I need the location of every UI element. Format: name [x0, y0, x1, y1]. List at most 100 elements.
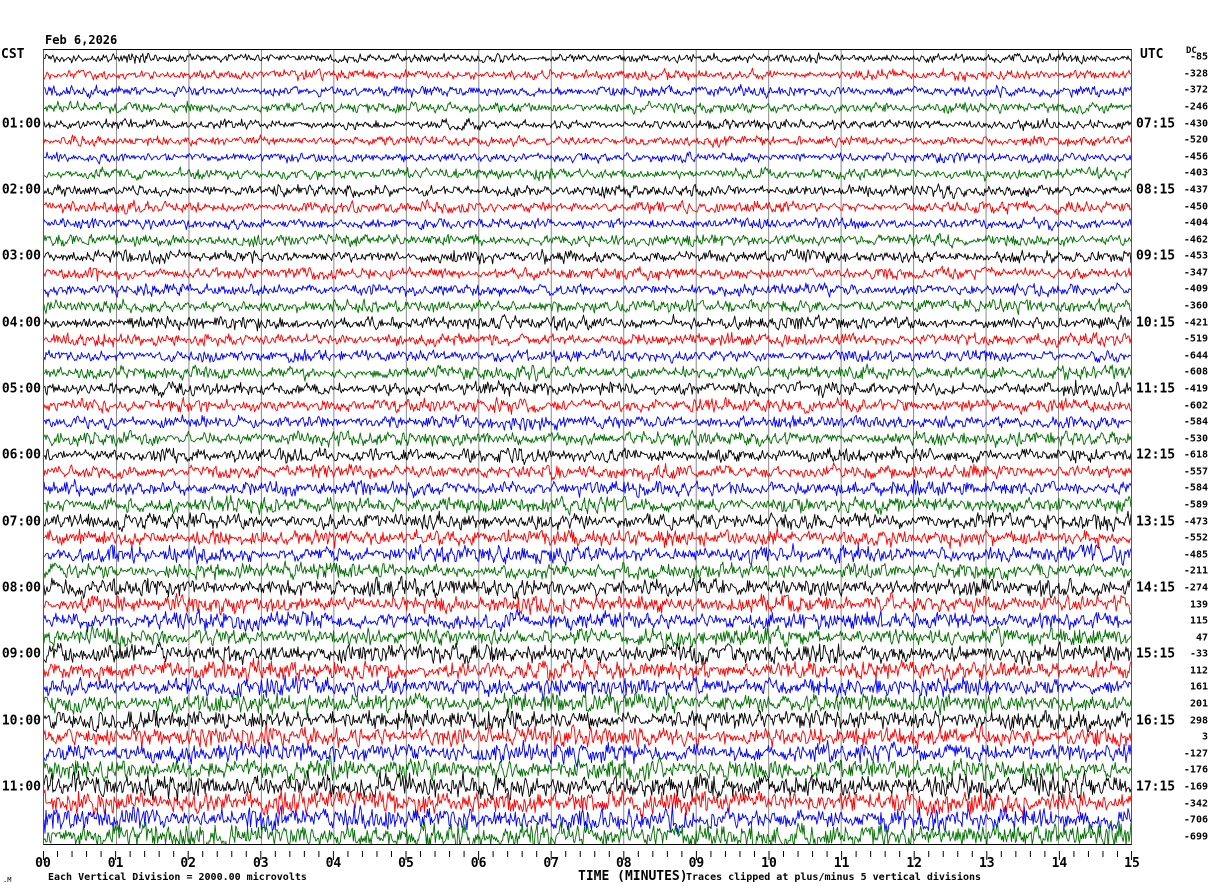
cst-hour-label: 07:00	[1, 514, 41, 530]
grid-lines	[115, 50, 1060, 844]
utc-hour-label: 17:15	[1136, 779, 1176, 795]
dc-value: -706	[1183, 814, 1208, 826]
time-tick-label: 08	[615, 856, 632, 871]
time-axis: 00 01 02 03 04 05 06 07 08 09 10 11 12 13 14 15	[35, 846, 1140, 871]
dc-value: -372	[1183, 84, 1208, 96]
dc-value: -450	[1183, 201, 1208, 213]
utc-hour-label: 13:15	[1136, 514, 1176, 530]
scale-note: Each Vertical Division = 2000.00 microvo…	[48, 872, 307, 883]
dc-value: -485	[1183, 549, 1208, 561]
dc-value: -419	[1183, 383, 1208, 395]
dc-value: -602	[1183, 400, 1208, 412]
dc-value: -519	[1183, 333, 1208, 345]
time-tick-label: 11	[833, 856, 850, 871]
dc-value: 115	[1189, 615, 1208, 627]
clip-note: Traces clipped at plus/minus 5 vertical …	[686, 872, 982, 883]
dc-value: -342	[1183, 798, 1208, 810]
utc-hour-label: 08:15	[1136, 182, 1176, 198]
dc-offset-column: -85 -328 -372 -246 -430 -520 -456 -403 -437 -450 -…	[1182, 49, 1210, 845]
dc-value: -430	[1183, 118, 1208, 130]
utc-hour-label: 14:15	[1136, 580, 1176, 596]
cst-axis-title: CST	[1, 47, 25, 62]
time-tick-label: 01	[107, 856, 124, 871]
cst-hour-label: 06:00	[1, 447, 41, 463]
dc-value: -360	[1183, 300, 1208, 312]
dc-value: -211	[1183, 565, 1208, 577]
dc-value: -169	[1183, 781, 1208, 793]
dc-value: 161	[1189, 681, 1208, 693]
cst-hour-label: 03:00	[1, 248, 41, 264]
dc-value: -589	[1183, 499, 1208, 511]
cst-hour-label: 08:00	[1, 580, 41, 596]
dc-value: -409	[1183, 283, 1208, 295]
dc-value: -404	[1183, 217, 1208, 229]
dc-value: -456	[1183, 151, 1208, 163]
time-tick-label: 02	[180, 856, 197, 871]
helicorder-plot	[43, 49, 1132, 845]
dc-value: -127	[1183, 748, 1208, 760]
dc-value: -403	[1183, 167, 1208, 179]
dc-value: -453	[1183, 250, 1208, 262]
time-tick-label: 12	[906, 856, 923, 871]
time-tick-label: 05	[398, 856, 414, 871]
dc-value: -246	[1183, 101, 1208, 113]
dc-value: -520	[1183, 134, 1208, 146]
dc-value: 201	[1189, 698, 1208, 710]
dc-value: 139	[1189, 599, 1208, 611]
dc-value: -584	[1183, 416, 1208, 428]
utc-hour-label: 11:15	[1136, 381, 1176, 397]
dc-value: -530	[1183, 433, 1208, 445]
dc-value: -608	[1183, 366, 1208, 378]
time-tick-label: 15	[1124, 856, 1140, 871]
dc-value: -176	[1183, 764, 1208, 776]
dc-axis-title: DC	[1186, 46, 1197, 56]
utc-hour-label: 16:15	[1136, 713, 1176, 729]
dc-value: 298	[1189, 715, 1208, 727]
dc-value: -347	[1183, 267, 1208, 279]
time-tick-label: 07	[543, 856, 560, 871]
dc-value: 47	[1195, 632, 1208, 644]
time-tick-label: 06	[470, 856, 487, 871]
time-axis-ticks	[43, 851, 1132, 860]
utc-axis-title: UTC	[1140, 47, 1164, 62]
time-tick-label: 10	[761, 856, 777, 871]
time-tick-label: 04	[325, 856, 342, 871]
dc-value: -437	[1183, 184, 1208, 196]
dc-value: -473	[1183, 516, 1208, 528]
x-axis-title: TIME (MINUTES)	[578, 869, 688, 884]
utc-hour-label: 10:15	[1136, 315, 1176, 331]
utc-hour-label: 07:15	[1136, 116, 1176, 132]
cst-hour-label: 05:00	[1, 381, 41, 397]
dc-value: -85	[1189, 51, 1208, 63]
dc-value: -584	[1183, 482, 1208, 494]
time-tick-label: 09	[688, 856, 705, 871]
dc-value: -328	[1183, 68, 1208, 80]
dc-value: 3	[1201, 731, 1208, 743]
dc-value: -644	[1183, 350, 1208, 362]
cst-hour-label: 09:00	[1, 646, 41, 662]
utc-hour-label: 15:15	[1136, 646, 1176, 662]
time-tick-label: 03	[252, 856, 269, 871]
dc-value: -462	[1183, 234, 1208, 246]
time-tick-label: 14	[1051, 856, 1068, 871]
cst-hour-label: 02:00	[1, 182, 41, 198]
cst-hour-label: 10:00	[1, 713, 41, 729]
time-tick-label: 00	[35, 856, 51, 871]
dc-value: -618	[1183, 449, 1208, 461]
time-tick-label: 13	[978, 856, 995, 871]
dc-value: -699	[1183, 831, 1208, 843]
dc-value: -421	[1183, 317, 1208, 329]
cst-hour-label: 11:00	[1, 779, 41, 795]
dc-value: -274	[1183, 582, 1208, 594]
utc-hour-label: 09:15	[1136, 248, 1176, 264]
cst-hour-axis: 01:00 02:00 03:00 04:00 05:00 06:00 07:00 08:00…	[0, 49, 41, 845]
dc-value: -552	[1183, 532, 1208, 544]
dc-value: 112	[1189, 665, 1208, 677]
header-date: Feb 6,2026	[45, 33, 118, 47]
dc-value: -33	[1189, 648, 1208, 660]
cst-hour-label: 04:00	[1, 315, 41, 331]
utc-hour-label: 12:15	[1136, 447, 1176, 463]
corner-mark: .M	[3, 876, 12, 884]
utc-hour-axis: 07:15 08:15 09:15 10:15 11:15 12:15 13:15 14:15…	[1136, 49, 1182, 845]
dc-value: -557	[1183, 466, 1208, 478]
